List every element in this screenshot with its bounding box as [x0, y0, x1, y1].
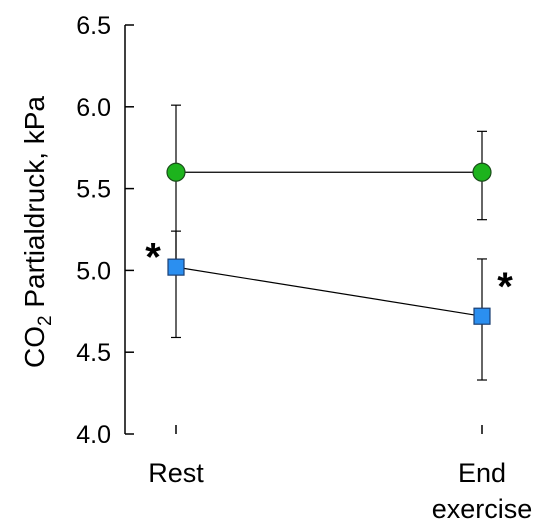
data-point-square [167, 258, 185, 276]
series-circle [166, 104, 492, 268]
x-tick-label-line: End [458, 458, 506, 488]
y-tick-label: 5.0 [76, 257, 111, 285]
series-line [175, 266, 483, 317]
y-tick-label: 5.5 [76, 176, 111, 204]
data-point-circle [472, 162, 492, 182]
y-tick-label: 6.0 [76, 94, 111, 122]
significance-star: * [497, 265, 513, 309]
x-tick-label-line: Rest [148, 458, 204, 488]
x-ticks: Rest End exercise [148, 425, 532, 524]
x-tick-label: End exercise [432, 458, 533, 524]
x-tick-label-line: exercise [432, 494, 533, 524]
series-square [167, 230, 491, 381]
x-tick-label: Rest [148, 458, 204, 488]
y-axis-label: CO2 Partialdruck, kPa [19, 96, 56, 368]
y-axis-label-prefix: CO [19, 326, 50, 368]
data-point-circle [166, 162, 186, 182]
y-tick-label: 4.5 [76, 339, 111, 367]
annotation-layer: ** [145, 235, 513, 308]
y-ticks: 4.0 4.5 5.0 5.5 6.0 6.5 [76, 12, 134, 449]
significance-star: * [145, 235, 161, 279]
y-tick-label: 6.5 [76, 12, 111, 40]
series-layer [166, 104, 492, 381]
y-axis-label-suffix: Partialdruck, kPa [19, 96, 50, 316]
y-tick-label: 4.0 [76, 421, 111, 449]
y-axis-label-subscript: 2 [35, 315, 56, 326]
data-point-square [473, 307, 491, 325]
